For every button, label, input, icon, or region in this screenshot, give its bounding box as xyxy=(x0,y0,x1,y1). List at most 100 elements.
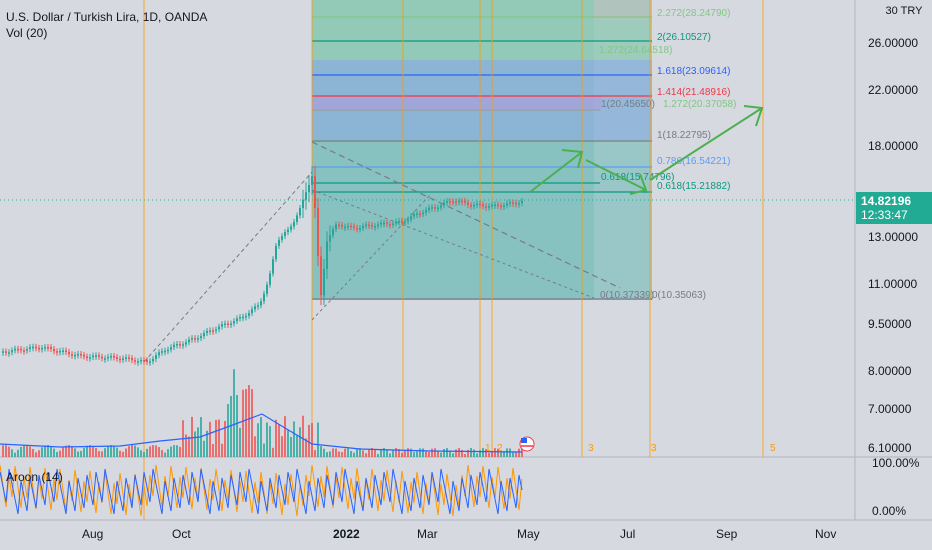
candle xyxy=(74,354,76,357)
trend-line-dashed xyxy=(311,194,431,321)
volume-bar xyxy=(38,450,40,457)
candle xyxy=(137,361,139,363)
volume-bar xyxy=(281,436,283,457)
aroon-indicator-label[interactable]: Aroon (14) xyxy=(6,470,63,484)
candle xyxy=(185,342,187,345)
candle xyxy=(170,347,172,350)
volume-bar xyxy=(188,436,190,457)
volume-bar xyxy=(134,445,136,457)
volume-bar xyxy=(221,443,223,457)
volume-bar xyxy=(266,422,268,457)
candle xyxy=(377,224,379,227)
symbol-title[interactable]: U.S. Dollar / Turkish Lira, 1D, OANDA xyxy=(6,10,208,24)
volume-bar xyxy=(14,452,16,457)
candle xyxy=(233,321,235,324)
volume-bar xyxy=(269,426,271,457)
volume-bar xyxy=(206,430,208,457)
candle xyxy=(62,350,64,352)
candle xyxy=(452,201,454,203)
us-flag-icon xyxy=(519,436,535,452)
volume-bar xyxy=(236,395,238,457)
volume-bar xyxy=(197,427,199,457)
volume-bar xyxy=(332,448,334,457)
candle xyxy=(464,200,466,203)
candle xyxy=(107,356,109,359)
candle xyxy=(68,351,70,355)
candle xyxy=(113,356,115,358)
volume-bar xyxy=(518,448,520,457)
candle xyxy=(347,225,349,228)
volume-bar xyxy=(395,448,397,457)
volume-bar xyxy=(50,446,52,457)
candle xyxy=(296,215,298,222)
candle xyxy=(260,301,262,306)
candle xyxy=(290,226,292,230)
candle xyxy=(218,326,220,330)
fib-zone-right xyxy=(594,0,652,300)
volume-bar xyxy=(428,452,430,457)
price-axis-tick: 9.50000 xyxy=(868,317,912,331)
candle xyxy=(521,200,523,204)
volume-bar xyxy=(506,448,508,457)
volume-bar xyxy=(365,453,367,457)
candle xyxy=(389,224,391,226)
candle xyxy=(488,206,490,208)
volume-bar xyxy=(401,452,403,457)
price-axis-tick: 26.00000 xyxy=(868,36,918,50)
volume-bar xyxy=(485,449,487,457)
volume-bar xyxy=(215,419,217,457)
fib-band-gray xyxy=(594,0,652,20)
volume-bar xyxy=(47,445,49,457)
time-axis-tick: Mar xyxy=(417,527,438,541)
volume-bar xyxy=(350,450,352,457)
time-axis-tick: 2022 xyxy=(333,527,360,541)
volume-bar xyxy=(260,417,262,457)
volume-bar xyxy=(170,446,172,457)
candle xyxy=(53,348,55,352)
volume-bar xyxy=(410,448,412,457)
candle xyxy=(299,208,301,216)
candle xyxy=(80,354,82,356)
candle xyxy=(167,349,169,352)
candle xyxy=(257,305,259,307)
candle xyxy=(17,348,19,351)
candle xyxy=(146,360,148,362)
candle xyxy=(341,224,343,227)
candle xyxy=(221,324,223,327)
candle xyxy=(509,202,511,204)
candle xyxy=(305,192,307,200)
fib-level-label: 0(10.35063) xyxy=(652,290,706,301)
candle xyxy=(374,226,376,228)
volume-bar xyxy=(479,450,481,457)
volume-bar xyxy=(290,437,292,457)
volume-bar xyxy=(482,448,484,457)
volume-bar xyxy=(362,450,364,457)
aroon-up-line xyxy=(0,464,523,517)
candle xyxy=(164,350,166,353)
candle xyxy=(371,224,373,227)
candle xyxy=(245,315,247,318)
volume-bar xyxy=(254,436,256,457)
volume-bar xyxy=(140,450,142,457)
volume-bar xyxy=(17,449,19,457)
candle xyxy=(251,309,253,314)
candle xyxy=(224,323,226,325)
candle xyxy=(215,329,217,331)
candle xyxy=(431,207,433,209)
volume-bar xyxy=(398,449,400,457)
candle xyxy=(368,224,370,227)
aroon-axis-tick: 100.00% xyxy=(872,456,920,470)
price-axis-tick: 18.00000 xyxy=(868,139,918,153)
candle xyxy=(515,202,517,205)
volume-bar xyxy=(455,449,457,457)
volume-indicator-label[interactable]: Vol (20) xyxy=(6,26,48,40)
projection-arrow xyxy=(585,159,647,191)
volume-bar xyxy=(359,448,361,457)
volume-bar xyxy=(41,447,43,457)
candle xyxy=(155,355,157,359)
candle xyxy=(242,316,244,319)
volume-bar xyxy=(353,452,355,457)
candle xyxy=(206,330,208,334)
